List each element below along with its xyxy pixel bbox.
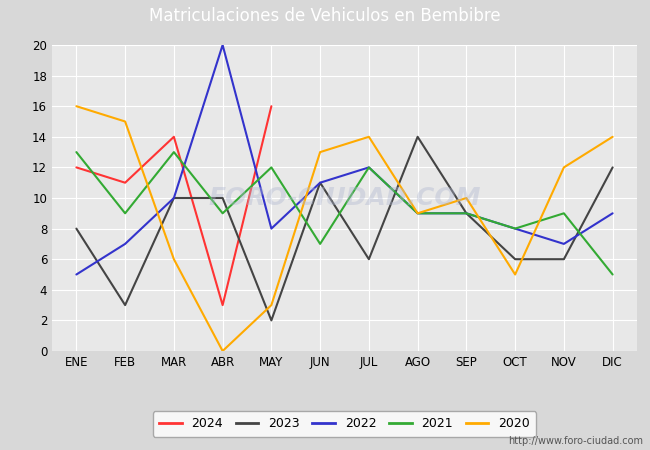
Text: Matriculaciones de Vehiculos en Bembibre: Matriculaciones de Vehiculos en Bembibre [150, 7, 500, 25]
Legend: 2024, 2023, 2022, 2021, 2020: 2024, 2023, 2022, 2021, 2020 [153, 411, 536, 436]
Text: http://www.foro-ciudad.com: http://www.foro-ciudad.com [508, 436, 644, 446]
Text: FORO-CIUDAD.COM: FORO-CIUDAD.COM [208, 186, 481, 210]
